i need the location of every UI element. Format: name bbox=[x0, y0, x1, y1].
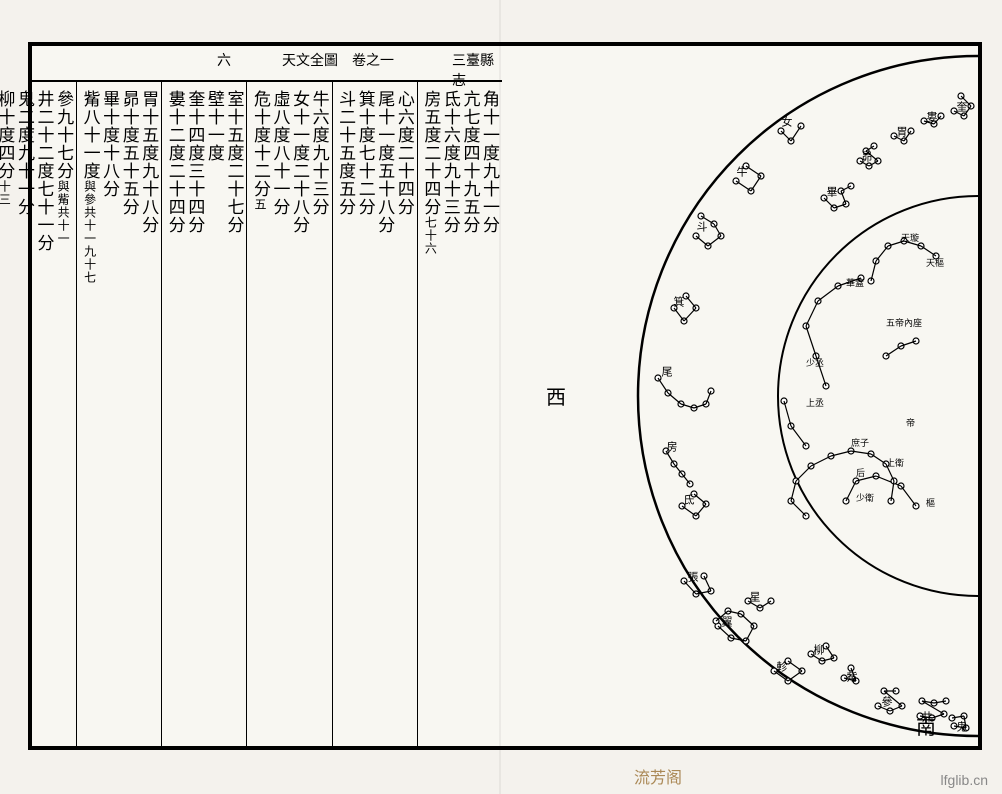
svg-text:少衛: 少衛 bbox=[856, 492, 874, 503]
svg-text:女: 女 bbox=[780, 115, 793, 128]
mansion-entry: 胃十五度九十八分 bbox=[139, 90, 159, 724]
svg-text:翼: 翼 bbox=[720, 616, 733, 628]
svg-text:少丞: 少丞 bbox=[806, 358, 824, 368]
mansion-entry: 尾十一度五十八分 bbox=[375, 90, 395, 724]
svg-text:房: 房 bbox=[665, 441, 678, 453]
mansion-entry: 婁十二度二十四分 bbox=[165, 90, 185, 724]
svg-text:星: 星 bbox=[748, 591, 761, 602]
mansion-entry: 井二十二度七十一分 bbox=[34, 90, 54, 724]
mansion-entry: 牛六度九十三分 bbox=[309, 90, 329, 724]
svg-text:樞: 樞 bbox=[926, 497, 935, 508]
mansion-entry: 鬼二度九十一分 bbox=[14, 90, 34, 724]
mansion-entry: 昴十度五十五分 bbox=[119, 90, 139, 724]
svg-text:上衛: 上衛 bbox=[886, 457, 904, 468]
svg-text:氐: 氐 bbox=[682, 494, 694, 505]
mansion-entry: 觜八十一度與參共十一九十七 bbox=[80, 90, 100, 724]
mansion-entry: 虛八度八十一分 bbox=[270, 90, 290, 724]
svg-text:斗: 斗 bbox=[695, 221, 708, 232]
star-chart: 女牛斗箕尾房氐翼軫張參井鬼觜柳星畢昴胃婁奎樞帝后庶子上衛少衛上丞少丞天樞天璇五帝… bbox=[506, 46, 978, 746]
svg-text:婁: 婁 bbox=[925, 110, 938, 122]
svg-text:庶子: 庶子 bbox=[851, 437, 869, 448]
mansion-entry: 參九十七分與觜共十一 bbox=[54, 90, 74, 724]
mansion-entry: 角十一度九十一分 bbox=[479, 90, 499, 724]
cardinal-west: 西 bbox=[546, 381, 566, 410]
mansion-entry: 畢十度十八分 bbox=[100, 90, 120, 724]
mansion-entry: 亢七度四十九五分 bbox=[460, 90, 480, 724]
mansion-entry: 女十一度二十八分 bbox=[290, 90, 310, 724]
entry-note: 十三 bbox=[0, 180, 11, 206]
mansion-entry: 房五度二十四分七十六 bbox=[421, 90, 441, 724]
svg-text:參: 參 bbox=[880, 695, 893, 708]
svg-text:帝: 帝 bbox=[906, 417, 915, 428]
svg-text:畢: 畢 bbox=[825, 186, 838, 197]
data-columns: 角十一度九十一分亢七度四十九五分氐十六度九十三分房五度二十四分七十六心六度二十四… bbox=[32, 82, 502, 746]
svg-text:軫: 軫 bbox=[775, 660, 788, 673]
mansion-entry: 氐十六度九十三分 bbox=[440, 90, 460, 724]
mansion-entry: 心六度二十四分 bbox=[394, 90, 414, 724]
page-number: 六 bbox=[217, 50, 231, 70]
svg-text:上丞: 上丞 bbox=[806, 398, 824, 408]
svg-text:觜: 觜 bbox=[845, 670, 858, 683]
svg-text:昴: 昴 bbox=[860, 151, 873, 163]
mansion-entry: 箕十度七十二分 bbox=[355, 90, 375, 724]
text-column: 心六度二十四分尾十一度五十八分箕十度七十二分斗二十五度五分 bbox=[333, 82, 418, 746]
section-label: 天文全圖 bbox=[282, 50, 338, 70]
text-column: 室十五度二十七分壁十一度奎十四度三十四分婁十二度二十四分 bbox=[162, 82, 247, 746]
star-chart-svg: 女牛斗箕尾房氐翼軫張參井鬼觜柳星畢昴胃婁奎樞帝后庶子上衛少衛上丞少丞天樞天璇五帝… bbox=[506, 46, 978, 746]
svg-text:尾: 尾 bbox=[660, 366, 673, 377]
mansion-entry: 危十度十二分五 bbox=[250, 90, 270, 724]
text-column: 牛六度九十三分女十一度二十八分虛八度八十一分危十度十二分五 bbox=[247, 82, 332, 746]
svg-text:牛: 牛 bbox=[735, 165, 748, 178]
svg-text:后: 后 bbox=[856, 468, 865, 478]
cardinal-south: 南 bbox=[916, 711, 936, 740]
page-frame: 三臺縣志 卷之一 天文全圖 六 角十一度九十一分亢七度四十九五分氐十六度九十三分… bbox=[28, 42, 982, 750]
text-column: 胃十五度九十八分昴十度五十五分畢十度十八分觜八十一度與參共十一九十七 bbox=[77, 82, 162, 746]
text-column: 角十一度九十一分亢七度四十九五分氐十六度九十三分房五度二十四分七十六 bbox=[418, 82, 502, 746]
entry-note: 與參共十一九十七 bbox=[83, 180, 97, 284]
page-spine bbox=[499, 0, 501, 794]
svg-text:鬼: 鬼 bbox=[955, 720, 968, 732]
svg-text:箕: 箕 bbox=[672, 295, 685, 308]
svg-text:華蓋: 華蓋 bbox=[846, 277, 864, 288]
text-page: 三臺縣志 卷之一 天文全圖 六 角十一度九十一分亢七度四十九五分氐十六度九十三分… bbox=[32, 46, 502, 746]
svg-text:五帝內座: 五帝內座 bbox=[886, 317, 922, 328]
svg-text:天璇: 天璇 bbox=[901, 232, 919, 243]
svg-text:胃: 胃 bbox=[895, 126, 907, 138]
watermark-site: 流芳阁 bbox=[634, 764, 682, 788]
header-strip: 三臺縣志 卷之一 天文全圖 六 bbox=[32, 46, 502, 82]
text-column: 參九十七分與觜共十一井二十二度七十一分鬼二度九十一分柳十度四分十三 bbox=[0, 82, 77, 746]
svg-text:天樞: 天樞 bbox=[926, 257, 944, 268]
mansion-entry: 柳十度四分十三 bbox=[0, 90, 14, 724]
svg-text:張: 張 bbox=[686, 571, 699, 583]
mansion-entry: 斗二十五度五分 bbox=[336, 90, 356, 724]
mansion-entry: 壁十一度 bbox=[204, 90, 224, 724]
entry-note: 與觜共十一 bbox=[56, 180, 70, 245]
volume-label: 卷之一 bbox=[352, 50, 394, 70]
mansion-entry: 室十五度二十七分 bbox=[224, 90, 244, 724]
svg-text:柳: 柳 bbox=[812, 643, 825, 655]
entry-note: 五 bbox=[253, 198, 267, 211]
svg-text:奎: 奎 bbox=[955, 100, 968, 112]
entry-note: 七十六 bbox=[423, 216, 437, 255]
mansion-entry: 奎十四度三十四分 bbox=[185, 90, 205, 724]
watermark-url: lfglib.cn bbox=[941, 772, 988, 788]
